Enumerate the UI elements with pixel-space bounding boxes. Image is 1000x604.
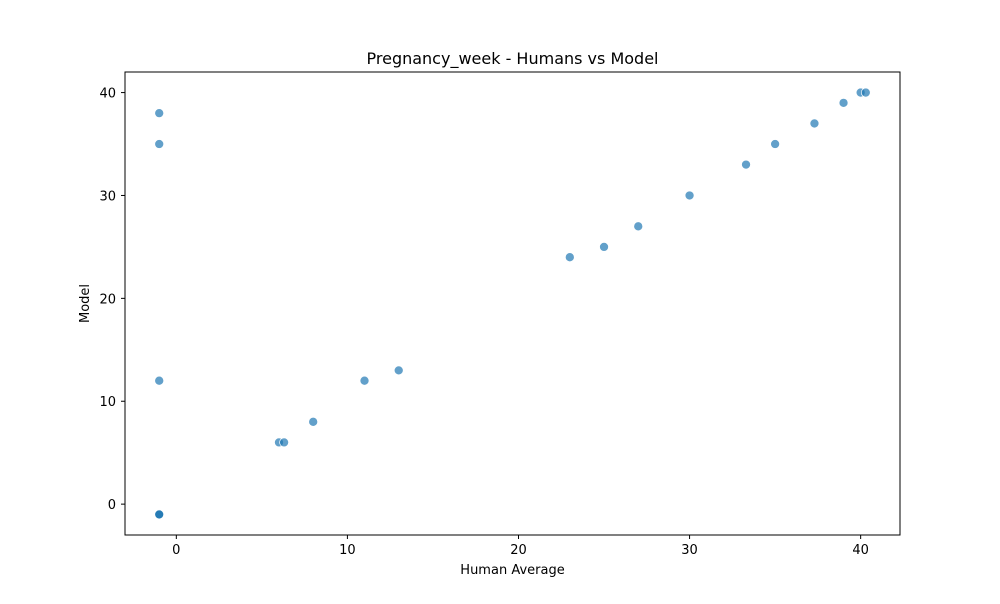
y-axis-label: Model [78, 284, 93, 323]
data-point-17 [809, 118, 820, 129]
y-axis: 0 10 20 30 40 [99, 87, 125, 513]
data-point-5 [154, 509, 165, 520]
data-point-2 [154, 375, 165, 386]
data-point-7 [279, 437, 289, 448]
x-tick-label: 20 [510, 543, 527, 558]
data-point-13 [633, 221, 644, 232]
x-axis-label: Human Average [460, 563, 564, 578]
y-tick-label: 20 [99, 292, 116, 307]
x-tick-label: 30 [681, 543, 698, 558]
data-point-0 [154, 108, 165, 119]
data-point-12 [599, 242, 609, 252]
y-tick-label: 30 [99, 189, 116, 204]
x-tick-label: 10 [339, 543, 356, 558]
data-point-16 [770, 139, 780, 149]
data-point-20 [860, 87, 871, 98]
data-point-18 [838, 98, 849, 108]
plot-area [124, 71, 901, 536]
data-point-8 [308, 416, 319, 427]
data-point-11 [564, 252, 575, 263]
data-points [154, 87, 871, 520]
data-point-14 [684, 190, 695, 201]
y-tick-label: 0 [108, 498, 116, 513]
x-tick-label: 0 [172, 543, 180, 558]
chart-title: Pregnancy_week - Humans vs Model [367, 49, 659, 69]
data-point-1 [154, 139, 165, 149]
y-tick-label: 10 [99, 395, 116, 410]
x-axis: 0 10 20 30 40 [172, 535, 869, 558]
y-tick-label: 40 [99, 87, 116, 102]
data-point-10 [393, 365, 404, 376]
data-point-9 [359, 375, 370, 386]
x-tick-label: 40 [852, 543, 869, 558]
data-point-15 [741, 159, 751, 170]
